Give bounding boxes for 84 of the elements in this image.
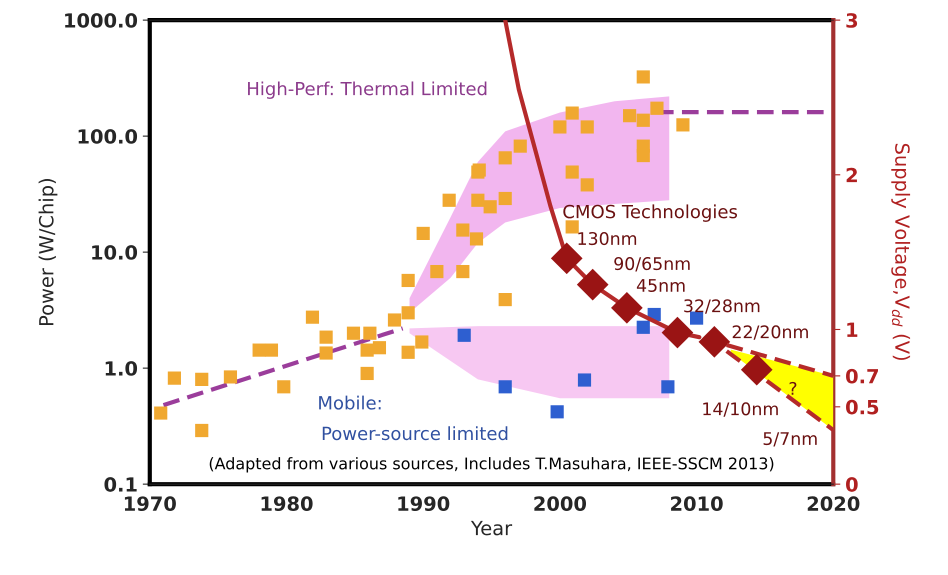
annotation: CMOS Technologies (563, 204, 738, 222)
x-tick-label: 1970 (124, 496, 176, 512)
x-axis-title: Year (470, 520, 512, 536)
point (580, 120, 594, 134)
point (566, 165, 579, 179)
point (264, 344, 278, 357)
y2-tick-label: 1 (847, 322, 858, 337)
point (388, 313, 402, 327)
point (566, 220, 579, 234)
annotation: 32/28nm (684, 299, 760, 314)
point (430, 264, 444, 278)
annotation: High-Perf: Thermal Limited (248, 81, 486, 99)
y2-tick-label: 0 (846, 477, 858, 492)
point (456, 223, 470, 237)
point (636, 70, 650, 84)
annotation: 90/65nm (614, 257, 690, 272)
point (252, 344, 266, 357)
point (650, 102, 664, 115)
point (402, 274, 415, 288)
point (471, 194, 484, 207)
point (458, 328, 471, 342)
y2-tick-label: 0.5 (846, 400, 878, 414)
point (195, 372, 208, 386)
point (224, 370, 238, 384)
annotation: 14/10nm (703, 402, 778, 417)
x-tick-label: 1990 (398, 496, 450, 512)
point (550, 405, 564, 418)
point (636, 148, 650, 162)
point (277, 380, 290, 394)
annotation: 22/20nm (732, 325, 808, 340)
point (498, 380, 512, 394)
annotation: 45nm (636, 279, 685, 292)
point (623, 109, 636, 122)
point (154, 406, 168, 420)
point (416, 226, 430, 240)
x-tick-label: 2020 (808, 496, 860, 512)
y-tick-label: 1.0 (106, 361, 138, 376)
point (636, 114, 650, 127)
point (442, 194, 456, 207)
annotation: ? (790, 382, 796, 395)
point (360, 366, 374, 380)
point (402, 346, 415, 359)
point (195, 424, 208, 438)
y-tick-label: 1000.0 (65, 13, 138, 28)
point (372, 341, 386, 354)
y2-tick-label: 2 (846, 168, 857, 182)
annotation: Mobile: (319, 396, 381, 410)
point (320, 346, 333, 360)
point (636, 320, 650, 334)
y-axis-title: Power (W/Chip) (38, 179, 58, 326)
point (168, 372, 181, 385)
point (514, 140, 527, 153)
point (498, 151, 512, 164)
point (498, 292, 512, 306)
annotation: 130nm (578, 232, 636, 246)
point (484, 200, 497, 214)
point (363, 326, 376, 340)
point (470, 232, 484, 246)
point (346, 326, 360, 340)
point (402, 306, 415, 320)
point (578, 373, 592, 387)
y-tick-label: 10.0 (92, 245, 138, 260)
point (580, 178, 594, 192)
point (456, 264, 470, 278)
point (498, 192, 512, 206)
x-tick-label: 1980 (262, 496, 313, 512)
annotation: Power-source limited (322, 426, 508, 440)
annotation: 5/7nm (764, 432, 817, 446)
y2-tick-label: 0.7 (846, 368, 878, 384)
x-tick-label: 2010 (671, 496, 723, 512)
point (360, 344, 374, 357)
point (306, 310, 320, 324)
y-tick-label: 100.0 (78, 129, 138, 144)
point (661, 380, 674, 394)
y2-tick-label: 3 (846, 13, 858, 28)
annotation: (Adapted from various sources, Includes T.Masuhara, IEEE-SSCM 2013) (210, 457, 774, 473)
y-tick-label: 0.1 (104, 477, 137, 492)
point (566, 106, 579, 120)
point (676, 118, 690, 132)
point (553, 120, 566, 134)
point (320, 330, 333, 344)
y2-axis-title: Supply Voltage,V$_{dd}$ (V) (891, 144, 910, 360)
x-tick-label: 2000 (534, 496, 586, 512)
point (415, 335, 428, 349)
